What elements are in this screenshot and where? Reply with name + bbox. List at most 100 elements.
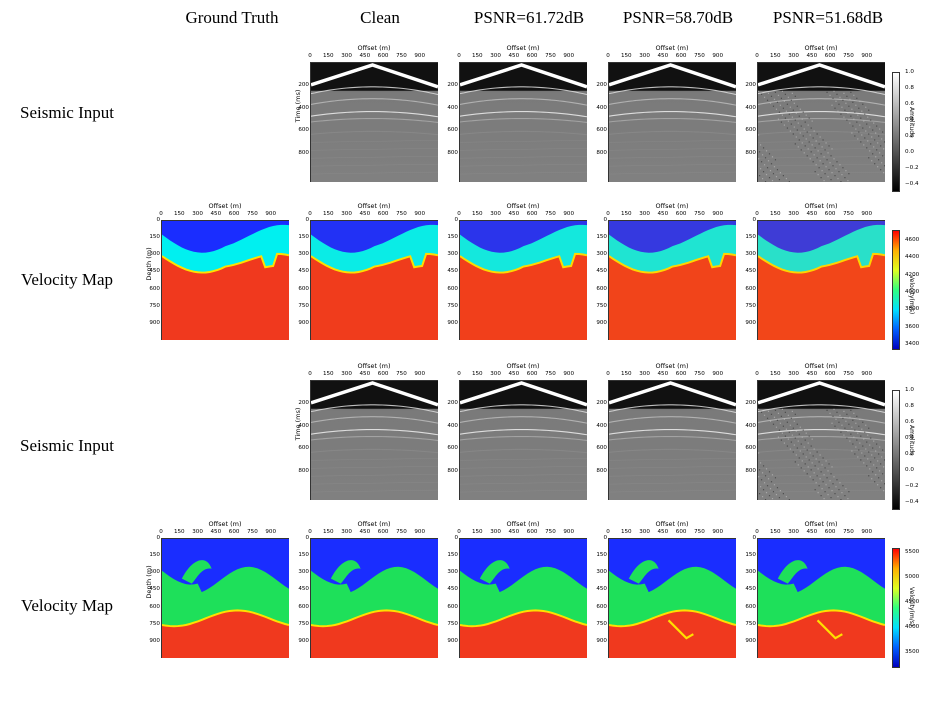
x-tick-label: 0 — [457, 211, 461, 217]
seismic-direct-wave — [459, 381, 588, 407]
velocity-crest — [181, 560, 212, 584]
amplitude-colorbar-1-tick: 0.4 — [905, 117, 914, 123]
noise-speck — [882, 155, 884, 157]
noise-speck — [760, 411, 763, 413]
noise-speck — [813, 448, 815, 450]
noise-speck — [790, 441, 792, 443]
y-tick-labels: 200 400 600 800 — [298, 62, 310, 182]
noise-speck — [854, 453, 856, 455]
y-tick-labels: 0 150 300 450 600 750 900 — [596, 217, 608, 340]
noise-speck — [794, 119, 796, 121]
noise-speck — [829, 480, 831, 482]
noise-speck — [813, 130, 815, 132]
y-tick-label: 450 — [149, 268, 160, 275]
noise-speck — [862, 127, 864, 129]
noise-speck — [872, 129, 874, 131]
noise-speck — [883, 466, 885, 468]
noise-speck — [767, 410, 770, 412]
x-tick-label: 600 — [824, 53, 836, 59]
velocity-interface — [757, 609, 886, 628]
noise-speck — [861, 428, 863, 430]
noise-speck — [771, 180, 774, 182]
panel-r2-c1: Offset (m) 0 150 300 450 600 750 900 200 400 600 80… — [294, 362, 448, 544]
noise-speck — [793, 102, 795, 104]
x-tick-labels: 0 150 300 450 600 750 900 — [606, 371, 736, 379]
velocity-crest — [479, 560, 510, 584]
y-tick-labels: 200 400 600 800 — [745, 380, 757, 500]
noise-speck — [789, 448, 791, 450]
panel-plot — [310, 221, 439, 340]
seismic-reflection-4 — [459, 448, 588, 454]
noise-speck — [812, 455, 814, 457]
seismic-faint-layer — [310, 481, 439, 485]
noise-speck — [836, 93, 838, 95]
noise-speck — [881, 162, 883, 164]
x-tick-label: 900 — [563, 529, 575, 535]
noise-speck — [803, 446, 805, 448]
noise-speck — [832, 483, 834, 485]
noise-speck — [775, 426, 778, 428]
seismic-faint-layer — [608, 458, 737, 461]
x-tick-label: 150 — [471, 211, 483, 217]
y-tick-label: 900 — [596, 319, 607, 326]
panel-r1-c4: Offset (m) 0 150 300 450 600 750 900 0 150 300 450 6… — [745, 202, 895, 384]
noise-speck — [795, 454, 797, 456]
noise-speck — [823, 156, 825, 158]
amplitude-colorbar-2-tick: −0.2 — [905, 483, 919, 489]
noise-speck — [795, 136, 797, 138]
velocity-tint — [758, 221, 885, 340]
amplitude-colorbar-2-tick: 0.2 — [905, 451, 914, 457]
noise-speck — [804, 439, 806, 441]
seismic-faint-layer — [608, 481, 737, 485]
noise-speck — [759, 144, 762, 146]
seismic-faint-layer — [757, 466, 886, 469]
noise-speck — [868, 109, 870, 111]
noise-speck — [804, 463, 806, 465]
y-tick-label: 300 — [149, 569, 160, 576]
noise-speck — [842, 99, 844, 101]
noise-speck — [875, 474, 877, 476]
noise-speck — [822, 481, 824, 483]
x-tick-labels: 0 150 300 450 600 750 900 — [308, 53, 438, 61]
noise-speck — [812, 479, 814, 481]
noise-speck — [826, 159, 828, 161]
noise-speck — [859, 100, 861, 102]
noise-speck — [774, 477, 777, 479]
noise-speck — [811, 438, 813, 440]
noise-speck — [804, 121, 806, 123]
panel-r0-c4: Offset (m) 0 150 300 450 600 750 900 200 400 600 80… — [745, 44, 895, 226]
noise-speck — [808, 435, 810, 437]
y-tick-label: 150 — [149, 552, 160, 559]
x-tick-label: 0 — [308, 211, 312, 217]
seismic-faint-layer — [310, 171, 439, 175]
x-tick-label: 300 — [639, 53, 650, 59]
panel-plot — [757, 63, 886, 183]
y-tick-label: 450 — [447, 268, 458, 275]
seismic-faint-layer — [757, 481, 886, 485]
noise-speck — [828, 169, 830, 171]
noise-speck — [790, 417, 792, 419]
x-tick-label: 150 — [620, 371, 632, 377]
noise-speck — [810, 127, 812, 129]
y-tick-label: 800 — [298, 468, 309, 475]
noise-speck — [873, 464, 875, 466]
noise-speck — [826, 409, 828, 411]
noise-speck — [878, 477, 880, 479]
noise-speck — [840, 181, 842, 183]
x-tick-label: 900 — [414, 53, 426, 59]
y-tick-label: 200 — [745, 399, 756, 406]
noise-speck — [865, 106, 867, 108]
velocity-image — [608, 538, 737, 658]
noise-speck — [758, 469, 761, 471]
y-tick-label: 300 — [596, 569, 607, 576]
noise-speck — [865, 448, 867, 450]
y-tick-label: 750 — [298, 302, 309, 309]
noise-speck — [852, 125, 854, 127]
noise-speck — [804, 145, 806, 147]
noise-speck — [842, 417, 844, 419]
noise-speck — [826, 477, 828, 479]
x-tick-label: 900 — [861, 211, 873, 217]
noise-speck — [806, 473, 808, 475]
noise-speck — [758, 151, 761, 153]
noise-speck — [776, 487, 779, 489]
